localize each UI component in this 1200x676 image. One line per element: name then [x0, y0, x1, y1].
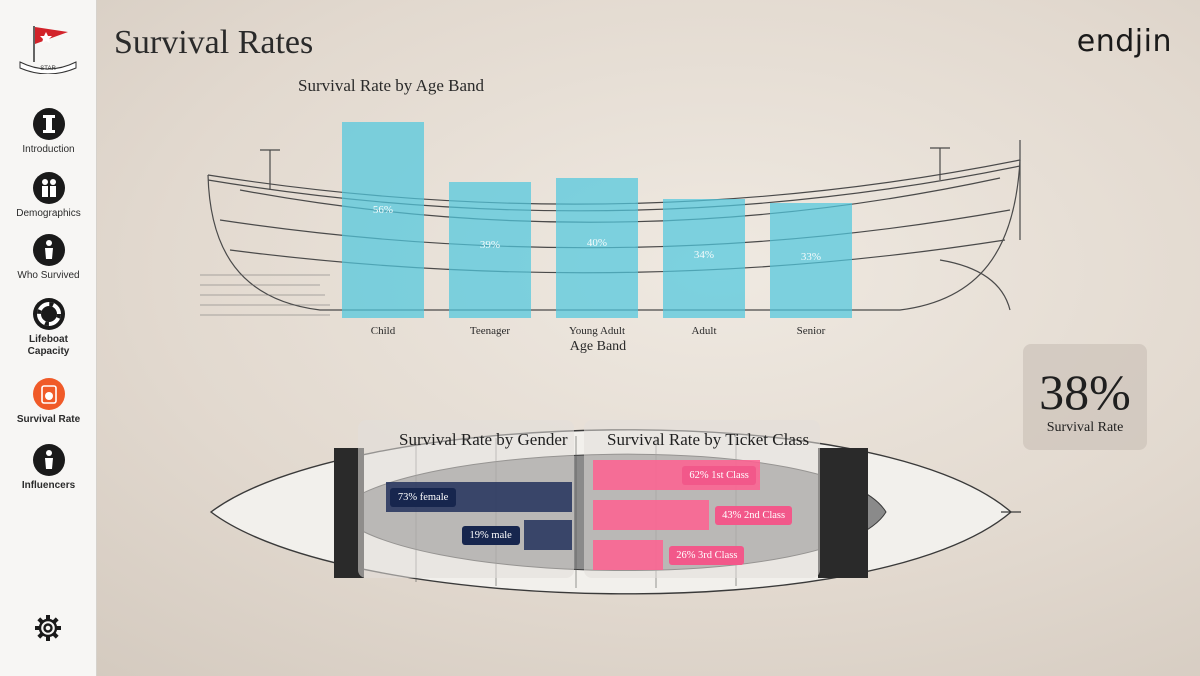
class-bar-label: 62% 1st Class [682, 465, 756, 485]
age-category-label: Adult [691, 325, 717, 337]
nav-item-lifeboat-capacity[interactable]: Lifeboat Capacity [0, 298, 97, 358]
class-bar-3[interactable] [593, 540, 664, 570]
age-bar-senior[interactable] [770, 202, 852, 318]
age-bar-child[interactable] [342, 122, 424, 318]
washer-icon [32, 378, 65, 410]
kpi-value: 38% [1039, 364, 1131, 420]
age-bar-value-label: 34% [693, 248, 715, 261]
nav-item-demographics[interactable]: Demographics [0, 172, 97, 220]
kpi-label: Survival Rate [1046, 420, 1124, 435]
info-icon [32, 108, 65, 140]
age-bar-value-label: 33% [800, 251, 822, 263]
age-bar-teenager[interactable] [449, 181, 531, 318]
ticket-class-chart-title: Survival Rate by Ticket Class [607, 430, 810, 449]
age-category-label: Senior [796, 325, 826, 337]
class-bar-2[interactable] [593, 500, 710, 530]
survival-rate-kpi-card: 38% Survival Rate [1023, 344, 1147, 450]
gender-bar-male[interactable] [523, 520, 572, 550]
class-bar-label: 43% 2nd Class [715, 505, 793, 525]
age-bar-adult[interactable] [663, 199, 745, 318]
age-chart-title: Survival Rate by Age Band [298, 76, 485, 95]
age-bar-value-label: 39% [479, 238, 501, 251]
nav-item-introduction[interactable]: Introduction [0, 108, 97, 156]
lifebuoy-icon [32, 298, 65, 330]
gender-bar-label: 73% female [389, 487, 457, 507]
nav-item-who-survived[interactable]: Who Survived [0, 234, 97, 282]
svg-text:STAR: STAR [40, 66, 56, 72]
age-chart-xlabel: Age Band [569, 339, 627, 354]
gender-bar-label: 19% male [461, 525, 520, 545]
age-category-label: Young Adult [568, 325, 626, 337]
age-bar-value-label: 56% [372, 204, 394, 217]
gender-chart-title: Survival Rate by Gender [399, 430, 568, 449]
age-bar-young-adult[interactable] [556, 178, 638, 318]
age-bar-value-label: 40% [586, 236, 608, 249]
person-icon [32, 234, 65, 266]
class-bar-label: 26% 3rd Class [669, 545, 745, 565]
family-icon [32, 172, 65, 204]
white-star-line-logo-icon: STAR [19, 26, 77, 74]
page-title: Survival Rates [114, 24, 314, 61]
sidebar: STAR Introduction Demographics Who Survi… [0, 0, 97, 676]
brand-logo: endjin [1076, 24, 1172, 59]
gear-icon[interactable] [32, 612, 64, 644]
nav-item-survival-rate[interactable]: Survival Rate [0, 378, 97, 426]
age-category-label: Teenager [469, 325, 511, 337]
age-category-label: Child [370, 325, 396, 337]
nav-item-influencers[interactable]: Influencers [0, 444, 97, 492]
person-icon [32, 444, 65, 476]
